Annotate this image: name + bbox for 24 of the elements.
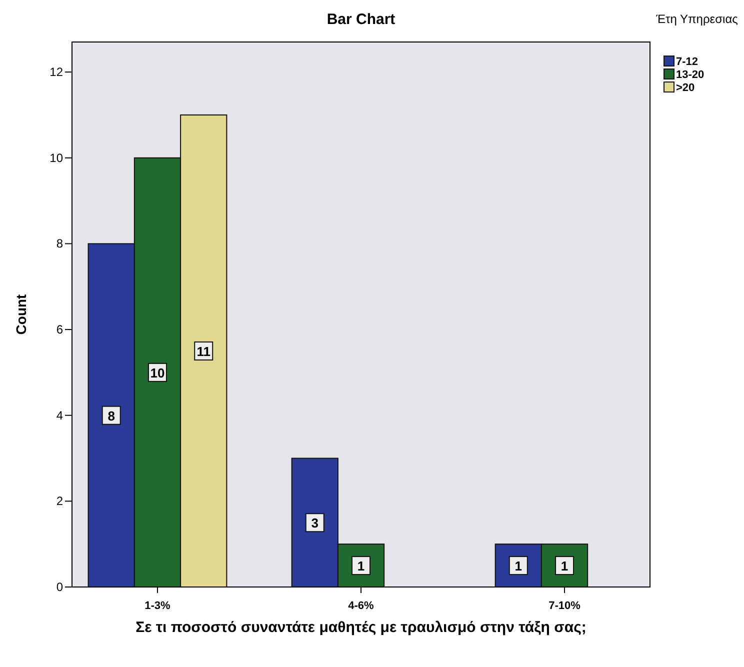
- x-tick-label: 1-3%: [144, 600, 171, 612]
- x-axis-title: Σε τι ποσοστό συναντάτε μαθητές με τραυλισμό στην τάξη σας;: [134, 619, 588, 636]
- data-label: 1: [560, 558, 568, 574]
- data-label: 1: [514, 558, 522, 574]
- data-label: 1: [357, 558, 365, 574]
- data-label: 8: [108, 408, 115, 424]
- y-tick-label: 4: [56, 408, 64, 422]
- x-tick-label: 4-6%: [348, 600, 374, 612]
- chart-title: Bar Chart: [326, 11, 396, 28]
- data-label: 10: [150, 365, 165, 380]
- y-tick-label: 10: [50, 150, 64, 165]
- data-label: 11: [196, 344, 210, 359]
- y-tick-label: 2: [56, 494, 64, 508]
- y-tick-label: 6: [56, 322, 64, 337]
- y-tick-label: 12: [50, 65, 64, 80]
- legend-label: 7-12: [676, 56, 698, 68]
- y-tick-label: 8: [56, 236, 64, 251]
- data-label: 3: [311, 516, 318, 531]
- y-tick-label: 0: [56, 580, 64, 594]
- y-axis-title: Count: [13, 294, 29, 335]
- legend-label: >20: [676, 82, 695, 94]
- legend-title: Έτη Υπηρεσιας: [655, 12, 739, 26]
- x-tick-label: 7-10%: [548, 600, 581, 612]
- legend-label: 13-20: [676, 69, 704, 81]
